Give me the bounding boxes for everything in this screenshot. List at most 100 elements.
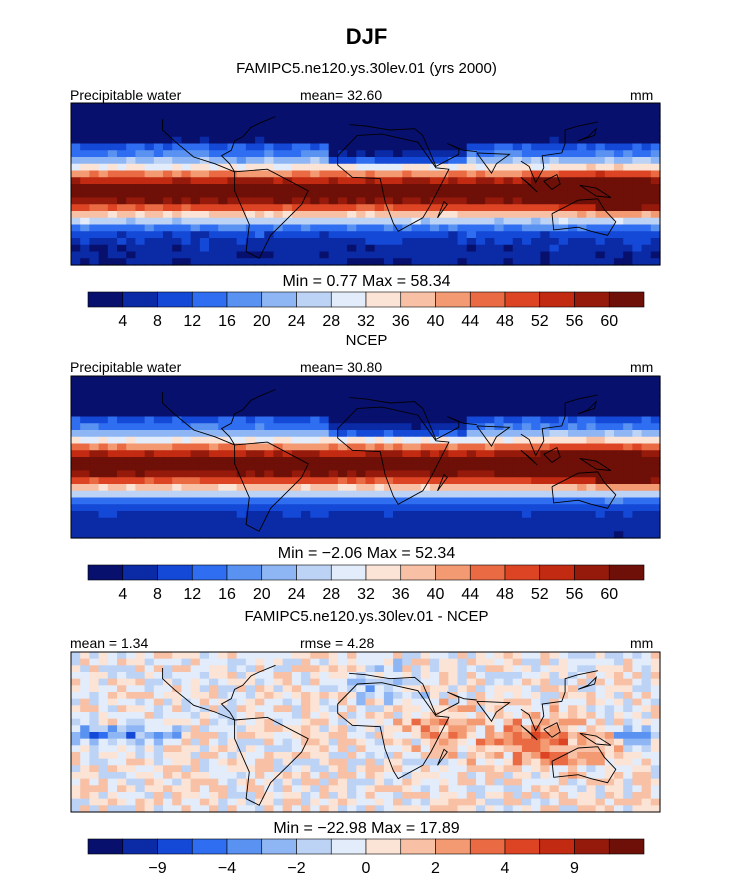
map-cell — [337, 211, 348, 219]
map-cell — [466, 745, 477, 753]
map-cell — [181, 678, 192, 686]
map-cell — [71, 197, 81, 205]
map-cell — [199, 396, 210, 404]
map-cell — [98, 772, 109, 780]
map-cell — [319, 772, 330, 780]
map-cell — [291, 244, 302, 253]
map-cell — [181, 484, 192, 492]
map-cell — [439, 765, 449, 773]
map-cell — [144, 136, 155, 145]
map-cell — [577, 658, 587, 666]
colorbar-swatch — [261, 291, 297, 308]
map-cell — [301, 672, 311, 680]
map-cell — [218, 389, 229, 397]
map-cell — [632, 436, 643, 445]
map-cell — [245, 197, 256, 205]
map-cell — [273, 211, 284, 219]
map-cell — [107, 258, 118, 266]
map-cell — [218, 197, 229, 205]
map-cell — [117, 157, 127, 165]
map-cell — [604, 678, 615, 686]
map-cell — [448, 136, 459, 145]
map-cell — [71, 658, 81, 666]
map-cell — [264, 685, 275, 693]
map-cell — [595, 423, 606, 431]
map-cell — [402, 531, 413, 539]
map-cell — [604, 792, 615, 800]
map-cell — [255, 103, 265, 111]
map-cell — [301, 477, 311, 485]
map-cell — [273, 443, 284, 451]
map-cell — [531, 217, 541, 226]
map-cell — [236, 396, 247, 404]
map-cell — [135, 785, 146, 793]
map-cell — [650, 785, 661, 793]
map-cell — [641, 224, 652, 232]
map-cell — [80, 436, 90, 445]
map-cell — [365, 765, 376, 773]
map-cell — [595, 705, 606, 713]
map-cell — [485, 785, 495, 793]
map-cell — [273, 109, 284, 118]
map-cell — [402, 443, 413, 451]
map-cell — [586, 470, 597, 478]
map-cell — [457, 109, 468, 118]
map-cell — [126, 792, 137, 800]
map-cell — [540, 490, 551, 499]
map-cell — [89, 103, 100, 111]
map-cell — [457, 524, 468, 532]
map-cell — [98, 450, 109, 458]
map-cell — [549, 403, 560, 411]
map-cell — [107, 752, 118, 760]
map-cell — [337, 224, 348, 232]
map-cell — [126, 798, 137, 806]
map-cell — [503, 745, 514, 753]
map-cell — [641, 190, 652, 199]
map-cell — [365, 752, 376, 760]
map-cell — [632, 778, 643, 786]
map-cell — [117, 204, 127, 212]
map-cell — [71, 665, 81, 673]
map-cell — [319, 725, 330, 733]
map-cell — [420, 123, 431, 131]
map-cell — [540, 258, 551, 266]
map-cell — [236, 490, 247, 499]
map-cell — [144, 143, 155, 151]
map-cell — [365, 251, 376, 259]
coastline — [220, 664, 276, 721]
map-cell — [549, 785, 560, 793]
map-cell — [310, 725, 321, 733]
map-cell — [595, 531, 606, 539]
map-cell — [374, 470, 385, 478]
map-cell — [172, 436, 183, 445]
map-cell — [393, 204, 403, 212]
map-cell — [650, 725, 661, 733]
map-cell — [531, 531, 541, 539]
map-cell — [623, 211, 633, 219]
map-cell — [512, 443, 523, 451]
map-cell — [89, 672, 100, 680]
map-cell — [126, 170, 137, 178]
map-cell — [301, 692, 311, 700]
map-cell — [291, 197, 302, 205]
map-cell — [89, 244, 100, 253]
map-cell — [319, 436, 330, 445]
map-cell — [89, 477, 100, 485]
map-cell — [531, 484, 541, 492]
map-cell — [393, 765, 403, 773]
map-cell — [485, 725, 495, 733]
map-cell — [310, 470, 321, 478]
map-cell — [457, 672, 468, 680]
map-cell — [577, 396, 587, 404]
map-cell — [310, 197, 321, 205]
map-cell — [273, 163, 284, 172]
map-cell — [411, 665, 422, 673]
map-cell — [383, 258, 394, 266]
map-cell — [264, 197, 275, 205]
map-cell — [328, 382, 339, 391]
map-cell — [466, 477, 477, 485]
map-cell — [310, 524, 321, 532]
map-cell — [540, 217, 551, 226]
map-cell — [641, 423, 652, 431]
map-cell — [558, 738, 569, 746]
